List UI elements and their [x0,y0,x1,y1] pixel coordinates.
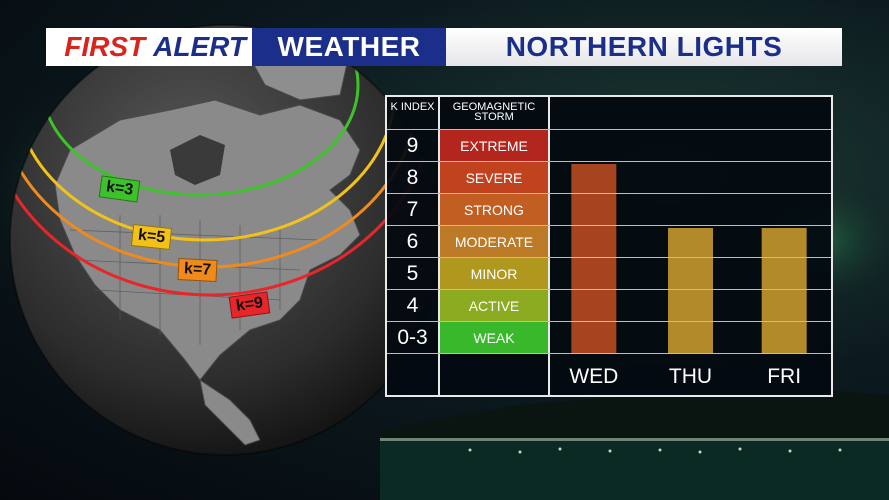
day-label-thu: THU [668,365,713,388]
k-index-value: 5 [406,262,419,285]
k-index-value: 4 [406,294,419,317]
k-index-header: K INDEX [390,101,435,113]
bar-thu [668,228,713,354]
storm-level-cell: SEVERE [440,162,548,193]
brand-first-alert: FIRST ALERT [46,28,252,66]
k-index-value: 7 [406,198,419,221]
k-index-value: 8 [406,166,419,189]
k-index-value: 6 [406,230,419,253]
row-gridline [387,257,831,258]
hudson-bay [170,135,225,185]
map-label-k7: k=7 [177,257,218,283]
storm-level-cell: ACTIVE [440,290,548,321]
k-index-value: 0-3 [397,326,428,349]
brand-weather: WEATHER [252,28,446,66]
day-label-wed: WED [569,365,619,388]
day-label-fri: FRI [767,365,802,388]
row-gridline [387,353,831,354]
brand-first: FIRST [64,31,146,62]
central-america-landmass [199,378,261,446]
row-gridline [387,289,831,290]
page-title: NORTHERN LIGHTS [446,28,842,66]
kp-forecast-panel: K INDEX GEOMAGNETIC STORM 9 EXTREME 8 SEVER… [385,95,833,397]
row-gridline [387,129,831,130]
bar-wed [571,164,617,354]
bar-fri [761,228,807,354]
row-gridline [387,321,831,322]
storm-level-cell: WEAK [440,322,548,353]
row-gridline [387,225,831,226]
k-index-value: 9 [406,134,419,157]
storm-level-cell: MODERATE [440,226,548,257]
row-gridline [387,161,831,162]
row-gridline [387,193,831,194]
storm-level-cell: STRONG [440,194,548,225]
map-label-k5: k=5 [130,224,173,250]
storm-header: GEOMAGNETIC STORM [452,101,536,123]
column-divider-2 [548,97,550,395]
brand-alert: ALERT [153,31,246,62]
kp-bar-chart [571,164,807,354]
storm-level-cell: MINOR [440,258,548,289]
column-divider-1 [438,97,440,395]
title-banner: FIRST ALERT WEATHER NORTHERN LIGHTS [46,28,842,66]
storm-level-cell: EXTREME [440,130,548,161]
